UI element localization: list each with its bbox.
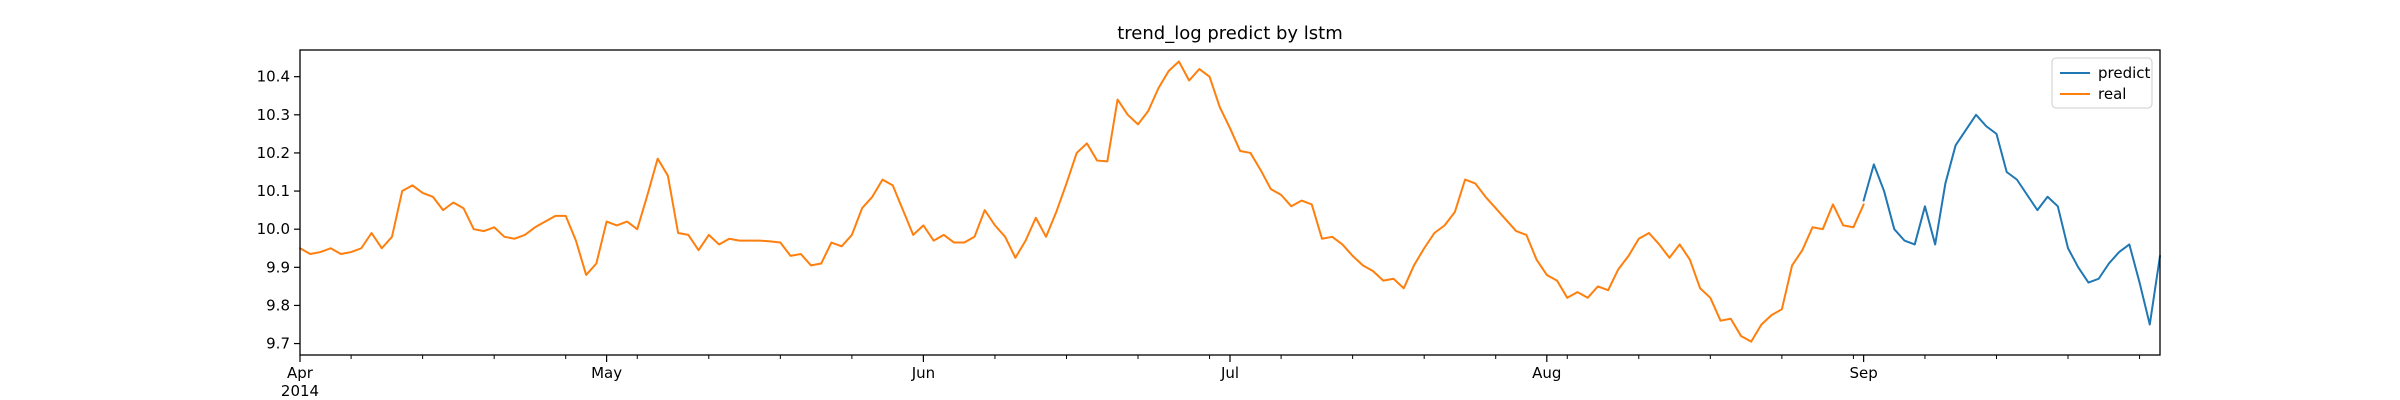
x-tick-label: Sep [1849, 364, 1877, 382]
y-tick-label: 10.4 [257, 68, 290, 86]
legend-box [2051, 57, 2153, 109]
y-tick-label: 10.2 [257, 144, 290, 162]
y-tick-label: 10.3 [257, 106, 290, 124]
plot-frame [299, 49, 2161, 356]
y-tick-label: 9.9 [266, 258, 290, 276]
x-tick-label: Jul [1220, 364, 1239, 382]
x-tick-label: Jun [911, 364, 935, 382]
legend-label-predict: predict [2098, 64, 2151, 82]
x-tick-label: Apr [287, 364, 314, 382]
chart-title: trend_log predict by lstm [1117, 23, 1343, 44]
series-line-real [299, 60, 1865, 343]
x-tick-sublabel: 2014 [281, 382, 319, 400]
y-tick-label: 9.7 [266, 335, 290, 353]
series-layer [299, 60, 2161, 343]
x-tick-label: May [591, 364, 622, 382]
y-tick-label: 10.0 [257, 220, 290, 238]
y-axis: 9.7 9.8 9.9 10.0 10.1 10.2 10.3 10.4 [257, 68, 300, 353]
x-tick-label: Aug [1532, 364, 1561, 382]
legend: predict real [2051, 57, 2153, 109]
y-tick-label: 9.8 [266, 296, 290, 314]
y-tick-label: 10.1 [257, 182, 290, 200]
legend-label-real: real [2098, 85, 2126, 103]
series-line-predict [1862, 113, 2161, 326]
